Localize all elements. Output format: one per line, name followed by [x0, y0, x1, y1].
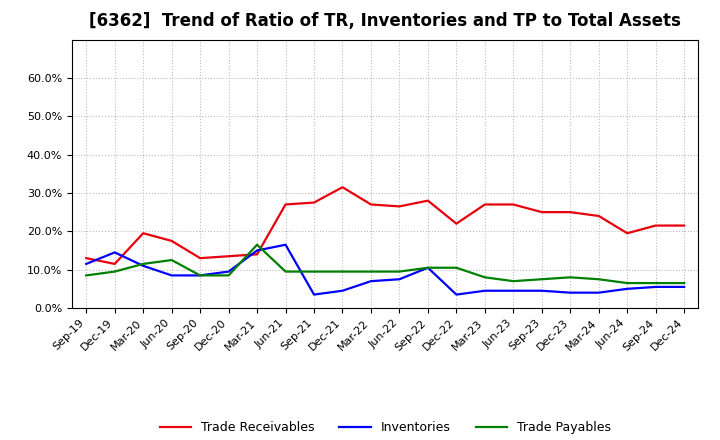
Inventories — [423, 265, 432, 270]
Inventories — [452, 292, 461, 297]
Inventories — [167, 273, 176, 278]
Inventories — [595, 290, 603, 295]
Trade Payables — [395, 269, 404, 274]
Inventories — [395, 277, 404, 282]
Trade Receivables — [509, 202, 518, 207]
Trade Receivables — [537, 209, 546, 215]
Trade Payables — [167, 257, 176, 263]
Inventories — [537, 288, 546, 293]
Trade Receivables — [82, 256, 91, 261]
Trade Receivables — [338, 185, 347, 190]
Trade Receivables — [282, 202, 290, 207]
Trade Receivables — [480, 202, 489, 207]
Line: Inventories: Inventories — [86, 245, 684, 295]
Trade Payables — [509, 279, 518, 284]
Inventories — [225, 269, 233, 274]
Trade Payables — [139, 261, 148, 267]
Trade Payables — [225, 273, 233, 278]
Trade Receivables — [452, 221, 461, 226]
Inventories — [338, 288, 347, 293]
Trade Receivables — [680, 223, 688, 228]
Trade Receivables — [253, 252, 261, 257]
Trade Receivables — [225, 253, 233, 259]
Trade Receivables — [139, 231, 148, 236]
Trade Receivables — [395, 204, 404, 209]
Trade Receivables — [595, 213, 603, 219]
Trade Payables — [310, 269, 318, 274]
Trade Payables — [110, 269, 119, 274]
Inventories — [310, 292, 318, 297]
Trade Receivables — [310, 200, 318, 205]
Trade Payables — [566, 275, 575, 280]
Trade Receivables — [196, 256, 204, 261]
Trade Payables — [282, 269, 290, 274]
Line: Trade Receivables: Trade Receivables — [86, 187, 684, 264]
Inventories — [82, 261, 91, 267]
Inventories — [623, 286, 631, 291]
Trade Payables — [537, 277, 546, 282]
Inventories — [480, 288, 489, 293]
Inventories — [509, 288, 518, 293]
Trade Payables — [366, 269, 375, 274]
Inventories — [566, 290, 575, 295]
Trade Payables — [595, 277, 603, 282]
Trade Payables — [82, 273, 91, 278]
Inventories — [366, 279, 375, 284]
Trade Receivables — [623, 231, 631, 236]
Trade Receivables — [566, 209, 575, 215]
Trade Receivables — [167, 238, 176, 244]
Trade Receivables — [423, 198, 432, 203]
Trade Payables — [196, 273, 204, 278]
Inventories — [253, 248, 261, 253]
Trade Receivables — [366, 202, 375, 207]
Trade Payables — [452, 265, 461, 270]
Inventories — [282, 242, 290, 247]
Trade Payables — [652, 280, 660, 286]
Inventories — [139, 263, 148, 268]
Trade Payables — [253, 242, 261, 247]
Trade Payables — [480, 275, 489, 280]
Legend: Trade Receivables, Inventories, Trade Payables: Trade Receivables, Inventories, Trade Pa… — [155, 416, 616, 439]
Title: [6362]  Trend of Ratio of TR, Inventories and TP to Total Assets: [6362] Trend of Ratio of TR, Inventories… — [89, 12, 681, 30]
Inventories — [652, 284, 660, 290]
Line: Trade Payables: Trade Payables — [86, 245, 684, 283]
Trade Payables — [680, 280, 688, 286]
Inventories — [110, 250, 119, 255]
Trade Receivables — [652, 223, 660, 228]
Inventories — [680, 284, 688, 290]
Trade Payables — [423, 265, 432, 270]
Trade Payables — [623, 280, 631, 286]
Trade Payables — [338, 269, 347, 274]
Trade Receivables — [110, 261, 119, 267]
Inventories — [196, 273, 204, 278]
